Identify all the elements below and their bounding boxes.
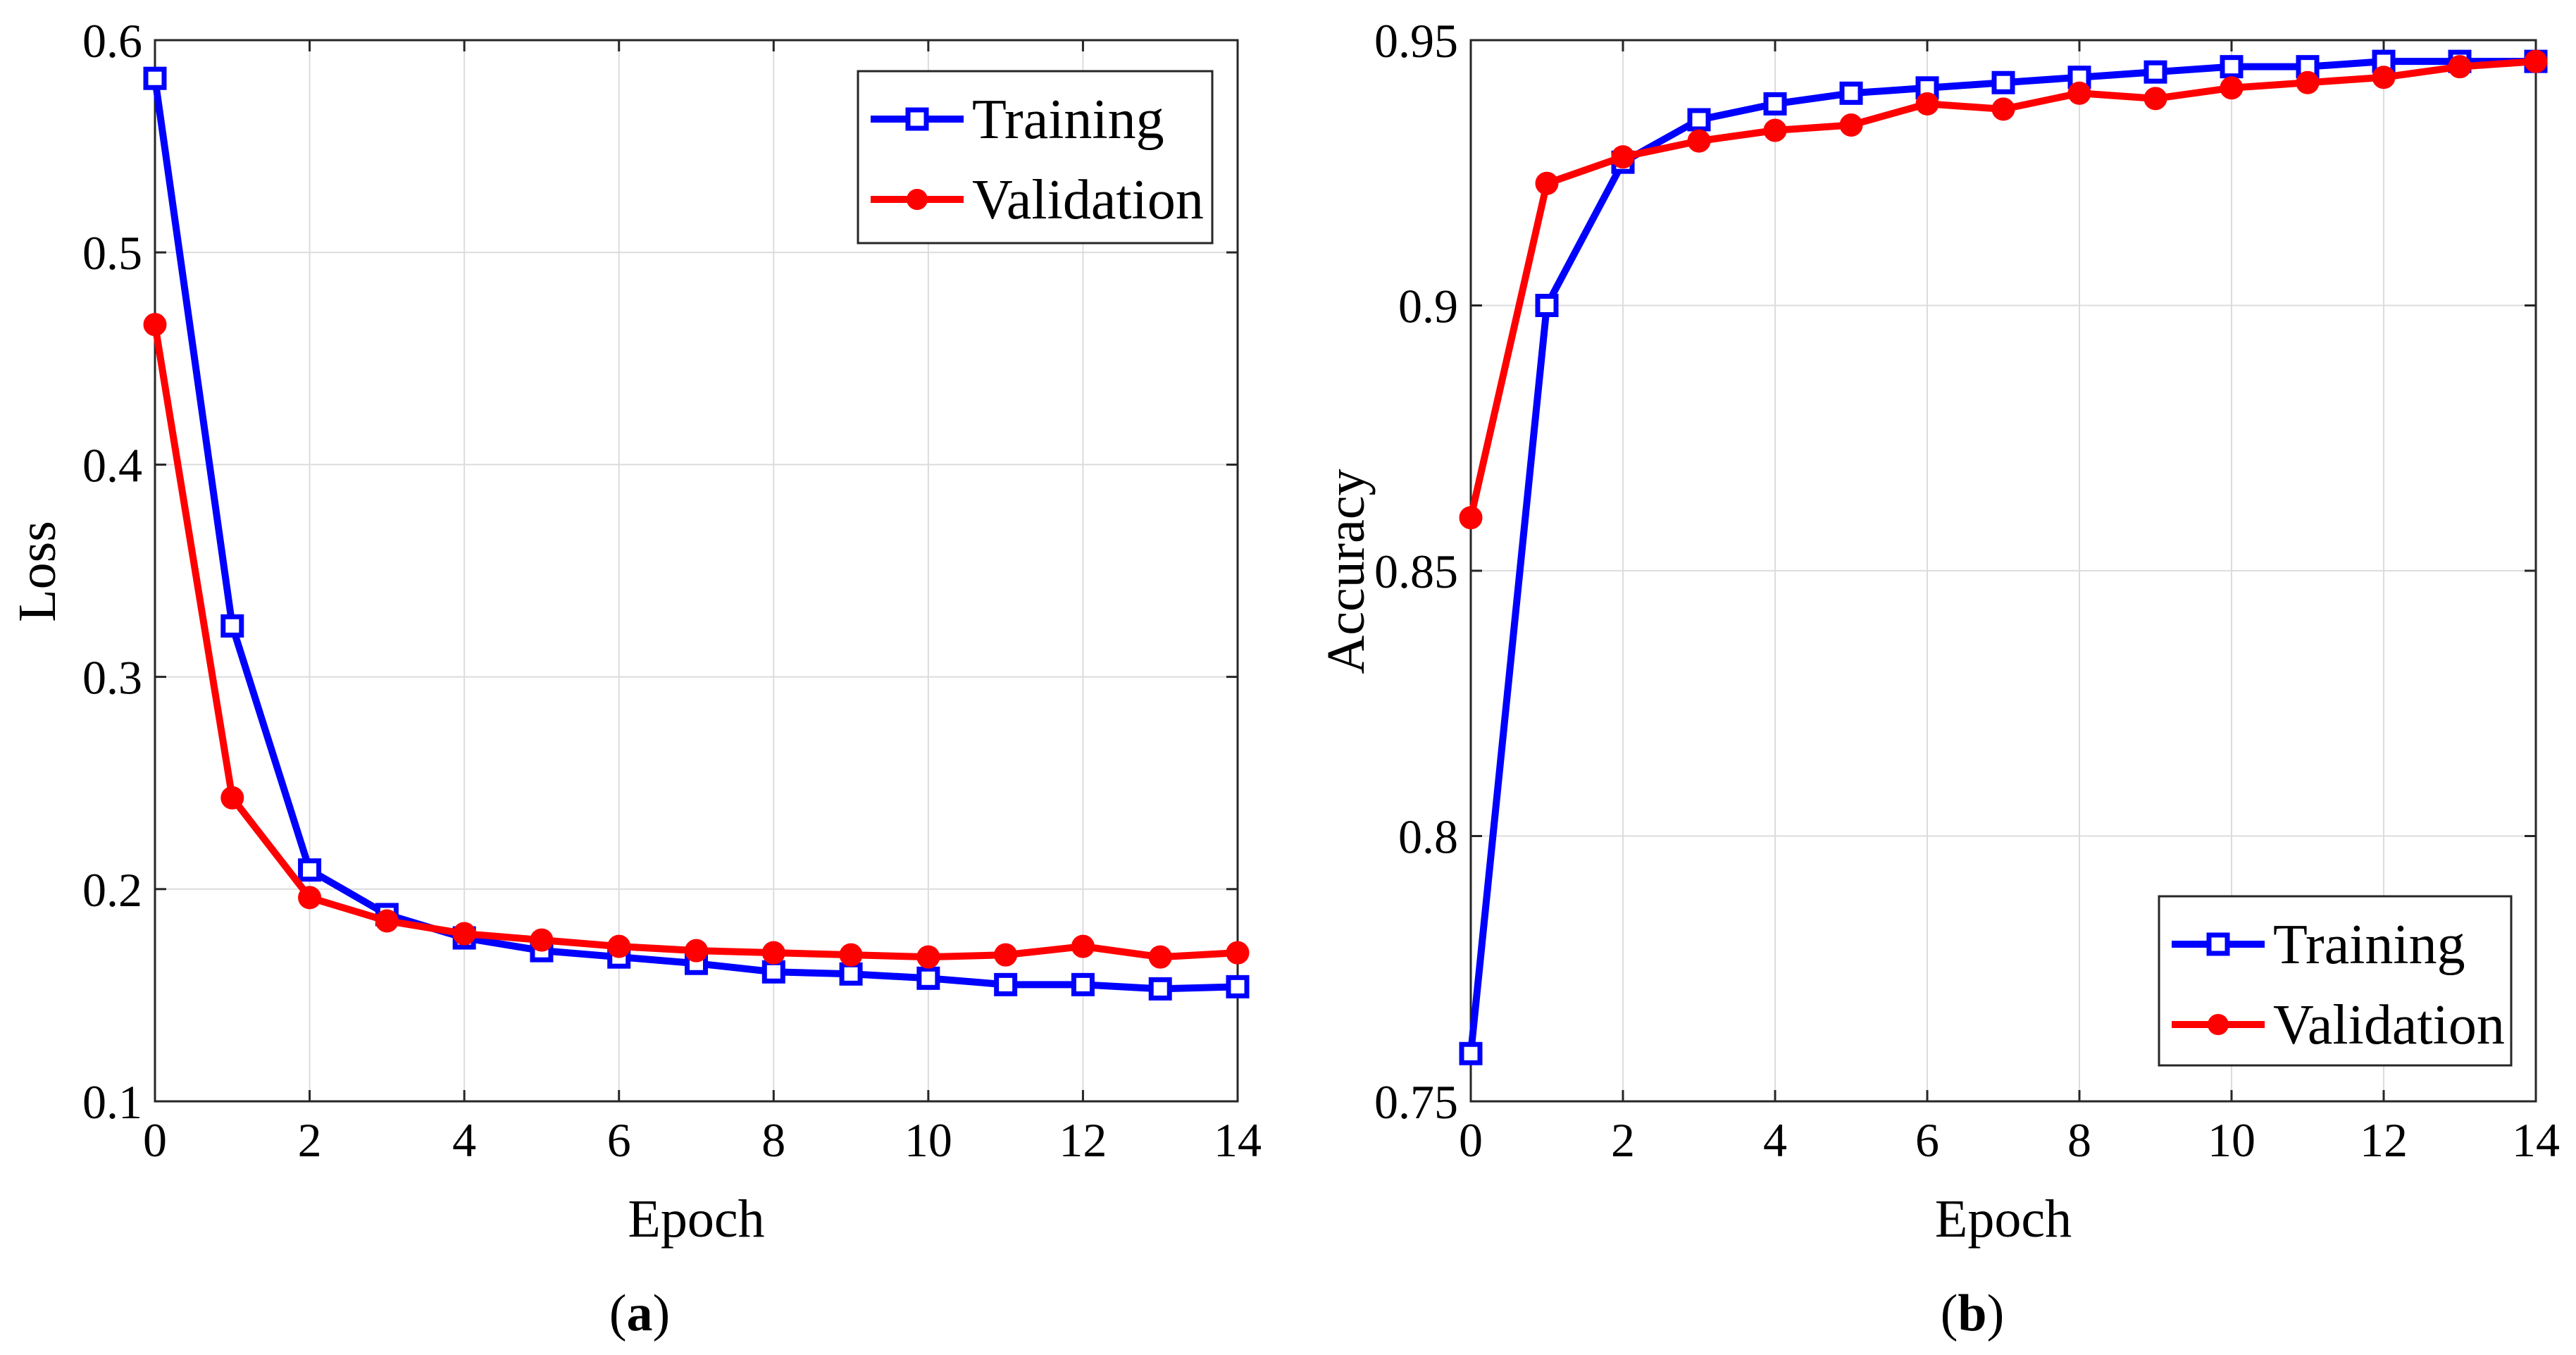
data-point bbox=[839, 943, 863, 967]
data-point bbox=[1763, 118, 1787, 142]
x-tick-label: 10 bbox=[904, 1113, 952, 1167]
legend-swatch-marker bbox=[905, 107, 929, 131]
y-tick-label: 0.3 bbox=[82, 651, 142, 705]
y-tick-label: 0.4 bbox=[82, 438, 142, 492]
legend-swatch-marker bbox=[907, 189, 928, 210]
data-point bbox=[2143, 87, 2167, 111]
caption-b: (b) bbox=[1941, 1285, 2004, 1342]
x-tick-label: 8 bbox=[2067, 1113, 2091, 1167]
data-point bbox=[220, 614, 244, 638]
legend-label: Validation bbox=[2273, 994, 2505, 1056]
data-point bbox=[1687, 129, 1711, 153]
legend-box bbox=[2158, 895, 2513, 1067]
legend-swatch-marker bbox=[2208, 1014, 2229, 1035]
x-tick-label: 8 bbox=[761, 1113, 785, 1167]
data-point bbox=[143, 66, 167, 90]
data-point bbox=[1071, 972, 1095, 996]
data-point bbox=[2220, 76, 2244, 100]
data-point bbox=[2220, 55, 2244, 79]
x-tick-label: 4 bbox=[1763, 1113, 1787, 1167]
data-point bbox=[1148, 945, 1172, 969]
data-point bbox=[1535, 171, 1559, 195]
data-point bbox=[1763, 92, 1787, 116]
legend-label: Training bbox=[972, 89, 1164, 151]
x-tick-label: 12 bbox=[2360, 1113, 2408, 1167]
data-point bbox=[916, 966, 940, 990]
data-point bbox=[1611, 145, 1635, 169]
data-point bbox=[452, 922, 476, 946]
chart-b-accuracy: 0 2 4 6 8 10 12 14 0.75 0.8 0.85 0.9 0.95 Epoch Accura… bbox=[1317, 14, 2560, 1249]
data-point bbox=[994, 972, 1018, 996]
data-point bbox=[685, 939, 708, 963]
legend-label: Validation bbox=[972, 169, 1204, 231]
legend: Training Validation bbox=[857, 70, 1214, 245]
x-axis-label: Epoch bbox=[1935, 1189, 2072, 1249]
data-point bbox=[2067, 81, 2091, 105]
data-point bbox=[220, 786, 244, 810]
x-tick-label: 6 bbox=[607, 1113, 631, 1167]
series-validation bbox=[143, 313, 1250, 969]
chart-a-loss: 0 2 4 6 8 10 12 14 0.1 0.2 0.3 0.4 0.5 0.6 Epoch Loss Tr… bbox=[8, 14, 1262, 1249]
y-axis-label: Loss bbox=[8, 521, 67, 622]
y-tick-label: 0.6 bbox=[82, 14, 142, 68]
data-point bbox=[761, 960, 785, 984]
data-point bbox=[1915, 92, 1939, 116]
data-point bbox=[916, 945, 940, 969]
y-axis-label: Accuracy bbox=[1317, 469, 1376, 674]
data-point bbox=[607, 934, 631, 958]
data-point bbox=[1535, 294, 1559, 317]
x-tick-label: 0 bbox=[1459, 1113, 1483, 1167]
x-axis-label: Epoch bbox=[628, 1189, 764, 1249]
y-tick-label: 0.5 bbox=[82, 226, 142, 280]
data-point bbox=[2524, 49, 2548, 73]
data-point bbox=[1226, 975, 1250, 998]
data-point bbox=[1839, 81, 1863, 105]
data-point bbox=[1459, 506, 1483, 530]
data-point bbox=[1148, 977, 1172, 1001]
data-point bbox=[994, 943, 1018, 967]
data-point bbox=[761, 941, 785, 965]
y-tick-label: 0.2 bbox=[82, 863, 142, 917]
caption-a: (a) bbox=[609, 1285, 670, 1342]
data-point bbox=[375, 909, 399, 933]
data-point bbox=[1226, 941, 1250, 965]
data-point bbox=[1839, 113, 1863, 137]
y-tick-label: 0.85 bbox=[1374, 545, 1458, 598]
data-point bbox=[298, 858, 322, 882]
x-tick-label: 14 bbox=[1214, 1113, 1262, 1167]
data-point bbox=[1687, 108, 1711, 132]
data-point bbox=[2143, 60, 2167, 84]
legend: Training Validation bbox=[2158, 895, 2513, 1067]
data-point bbox=[530, 928, 554, 952]
axes-box bbox=[154, 39, 1239, 1103]
x-tick-label: 6 bbox=[1915, 1113, 1939, 1167]
data-point bbox=[2448, 55, 2472, 79]
legend-label: Training bbox=[2273, 914, 2465, 976]
legend-box bbox=[857, 70, 1214, 245]
data-point bbox=[1991, 70, 2015, 94]
x-tick-label: 10 bbox=[2208, 1113, 2255, 1167]
data-point bbox=[839, 962, 863, 986]
legend-swatch-marker bbox=[2206, 932, 2230, 956]
x-tick-label: 2 bbox=[298, 1113, 322, 1167]
y-tick-label: 0.8 bbox=[1398, 810, 1458, 864]
data-point bbox=[143, 313, 167, 337]
x-tick-label: 0 bbox=[143, 1113, 167, 1167]
x-tick-label: 14 bbox=[2512, 1113, 2560, 1167]
y-tick-label: 0.95 bbox=[1374, 14, 1458, 68]
x-tick-label: 2 bbox=[1611, 1113, 1635, 1167]
data-point bbox=[1991, 97, 2015, 121]
series-validation bbox=[1459, 49, 2548, 530]
data-point bbox=[1459, 1041, 1483, 1065]
y-tick-label: 0.9 bbox=[1398, 280, 1458, 333]
data-point bbox=[2296, 70, 2320, 94]
x-tick-label: 4 bbox=[452, 1113, 476, 1167]
y-tick-label: 0.1 bbox=[82, 1075, 142, 1129]
data-point bbox=[2372, 66, 2396, 89]
y-tick-label: 0.75 bbox=[1374, 1075, 1458, 1129]
x-tick-label: 12 bbox=[1059, 1113, 1107, 1167]
data-point bbox=[298, 886, 322, 910]
data-point bbox=[1071, 934, 1095, 958]
